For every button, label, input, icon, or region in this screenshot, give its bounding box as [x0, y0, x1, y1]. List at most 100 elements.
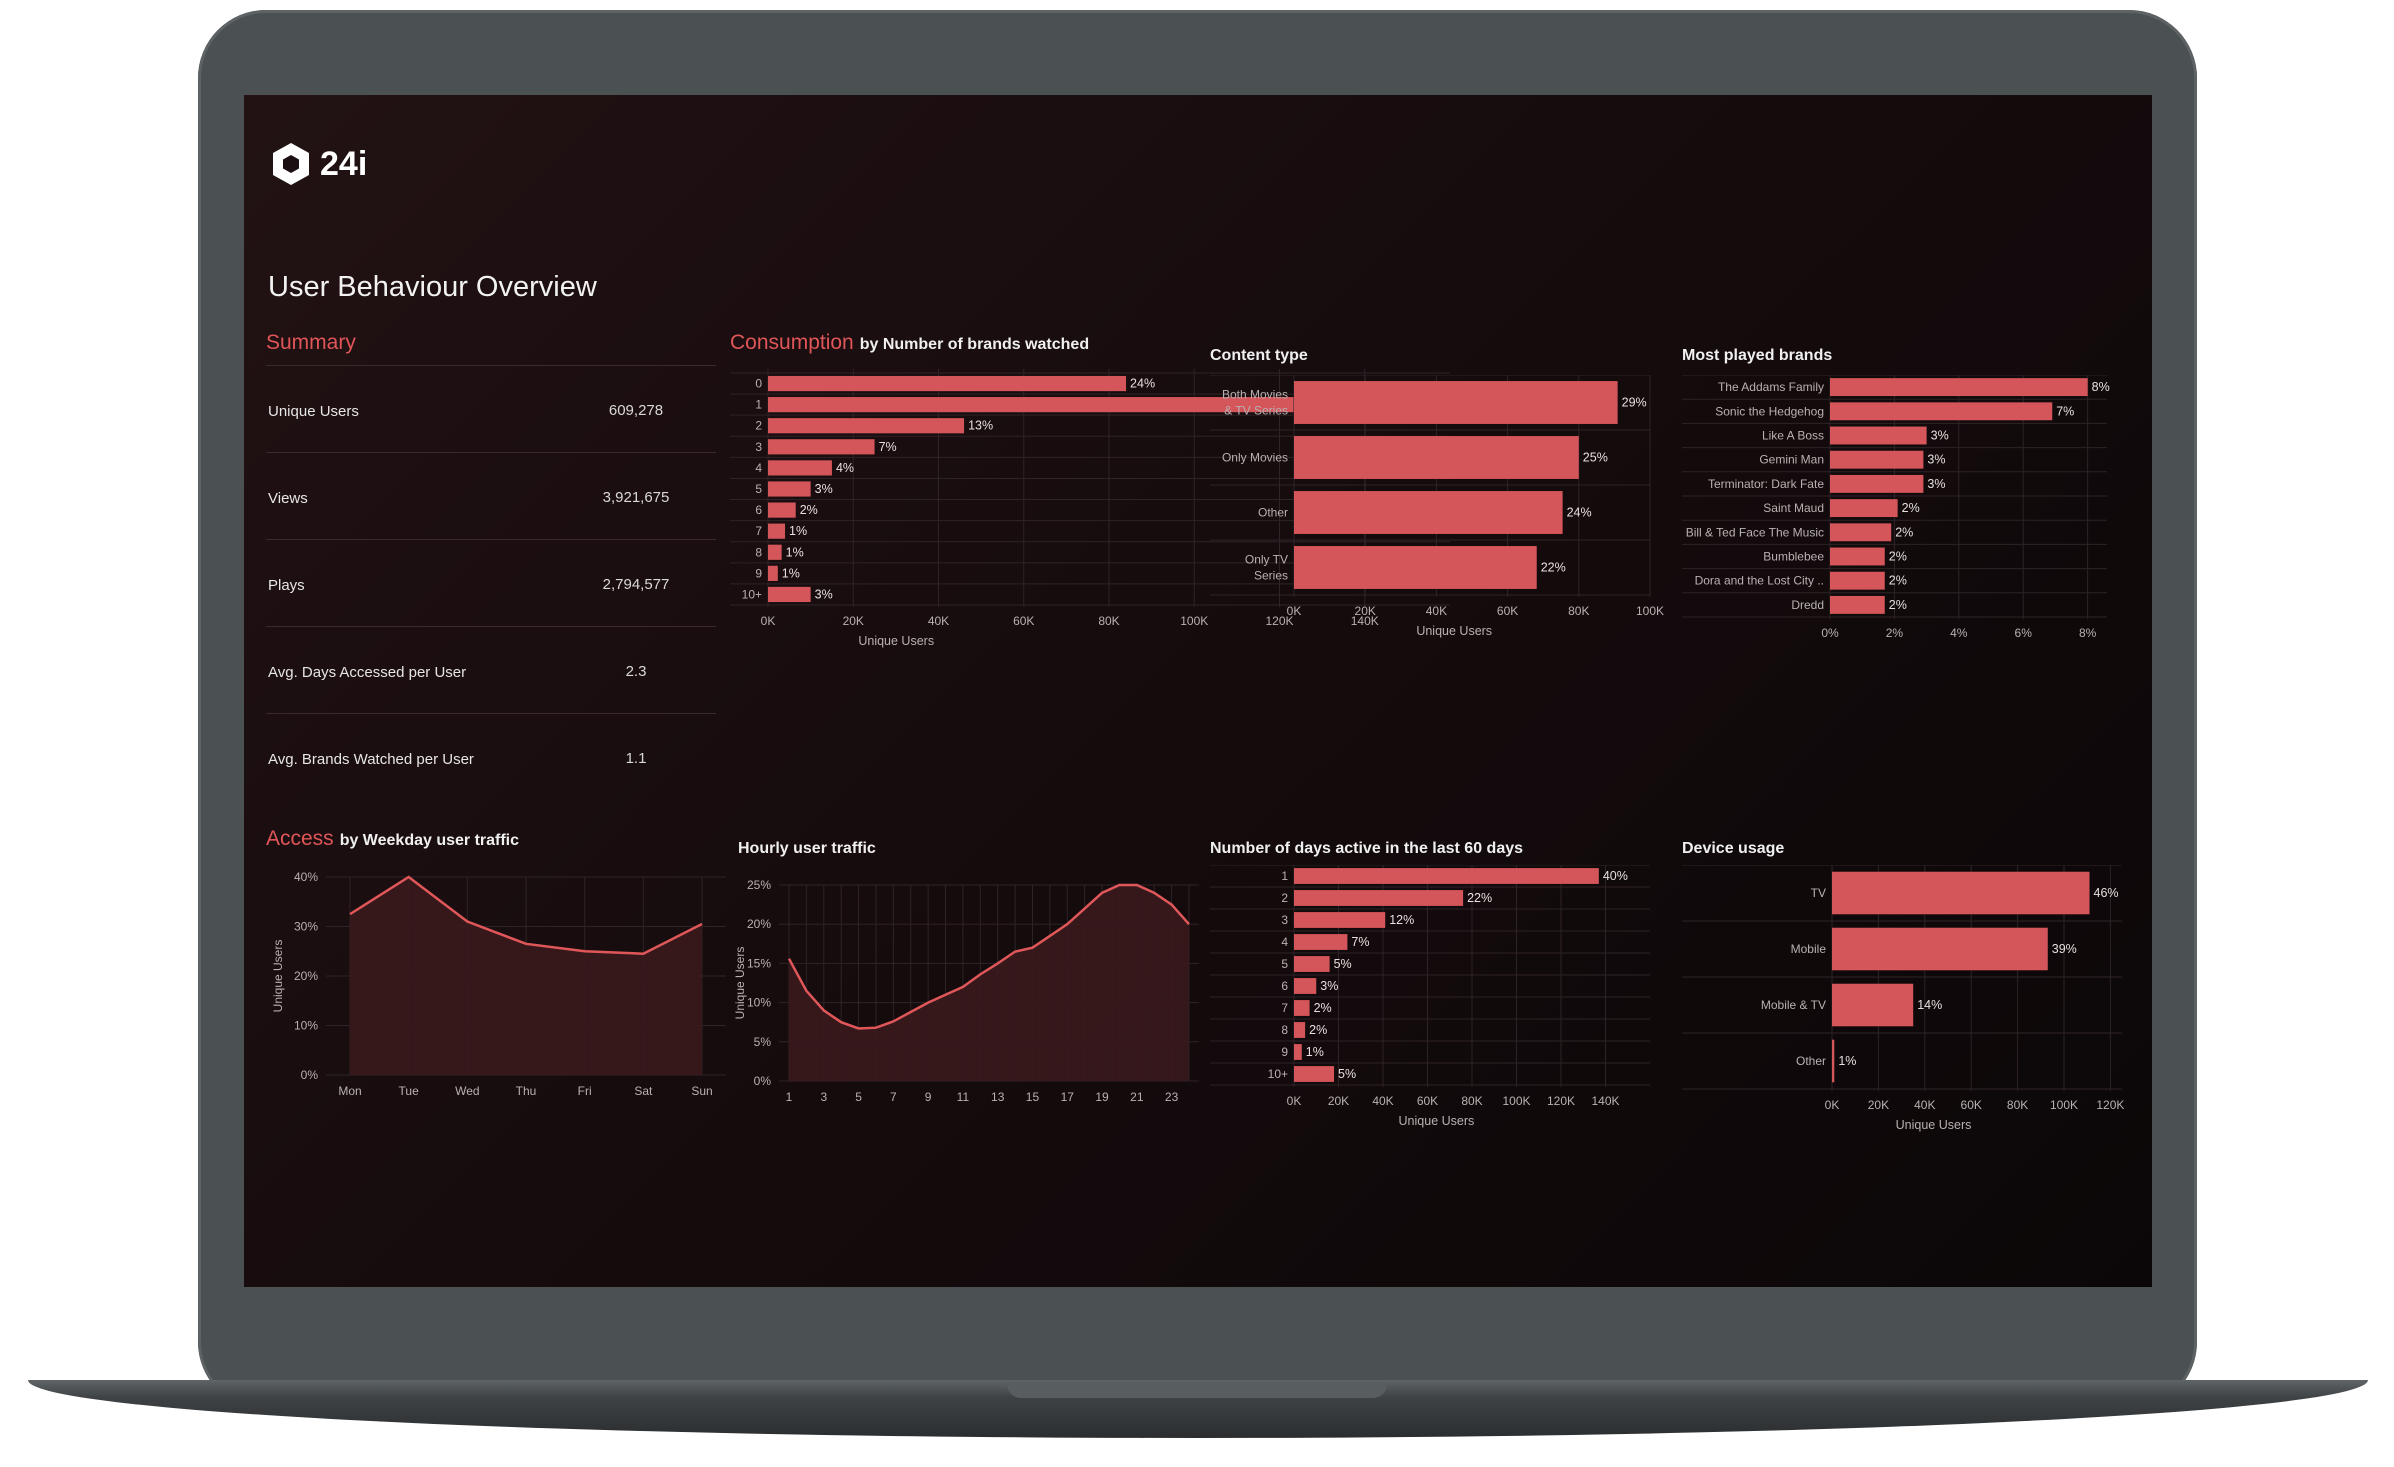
summary-row: Avg. Days Accessed per User 2.3 [266, 626, 716, 713]
bar [1294, 1044, 1302, 1060]
x-tick-label: 6% [2015, 626, 2033, 640]
brands-chart: 0% 2% 4% 6% 8% 8% The Addams Family 7% Sonic the… [1682, 375, 2110, 640]
bar [1830, 450, 1924, 469]
x-tick-label: 100K [1636, 604, 1664, 618]
bar [768, 523, 786, 539]
bar-data-label: 2% [1902, 501, 1920, 515]
category-label: 8 [1281, 1023, 1288, 1037]
bar [1294, 491, 1563, 534]
bar-data-label: 1% [786, 545, 804, 559]
y-tick-label: 20% [294, 969, 318, 983]
category-label: Like A Boss [1762, 429, 1824, 443]
brands-panel: Most played brands [1682, 347, 1832, 365]
category-label: Dora and the Lost City .. [1695, 574, 1824, 588]
x-tick-label: 140K [1591, 1094, 1619, 1108]
y-tick-label: 10% [747, 996, 771, 1010]
x-tick-label: 80K [1461, 1094, 1482, 1108]
consumption-panel: Consumption by Number of brands watched [730, 331, 1450, 355]
brands-title: Most played brands [1682, 347, 1833, 364]
x-tick-label: 0K [761, 614, 776, 628]
bar [768, 397, 1370, 413]
category-label: The Addams Family [1718, 380, 1824, 394]
bar [768, 460, 832, 476]
x-tick-label: 100K [1180, 614, 1208, 628]
category-label: 9 [1281, 1045, 1288, 1059]
bar [1294, 912, 1386, 928]
laptop-notch [1007, 1382, 1387, 1398]
y-axis-title: Unique Users [734, 947, 747, 1020]
x-tick-label: 40K [928, 614, 949, 628]
category-label: 7 [755, 524, 762, 538]
x-axis-title: Unique Users [1896, 1118, 1972, 1132]
summary-panel: Summary Unique Users 609,278 Views 3,921,67… [266, 331, 726, 906]
bar-data-label: 29% [1622, 396, 1647, 410]
category-label: Only Movies [1222, 451, 1288, 465]
x-tick-label: 20K [1355, 604, 1376, 618]
bar-data-label: 7% [2056, 404, 2074, 418]
category-label: Saint Maud [1763, 501, 1824, 515]
category-label: 7 [1281, 1001, 1288, 1015]
category-label: 3 [755, 440, 762, 454]
category-label: Series [1254, 569, 1288, 583]
bar-data-label: 2% [800, 503, 818, 517]
category-label: 4 [1281, 935, 1288, 949]
hexagon-logo-icon [273, 143, 309, 185]
area-fill [350, 877, 702, 1075]
category-label: Bumblebee [1763, 550, 1824, 564]
bar [1294, 436, 1579, 479]
bar-data-label: 24% [1130, 377, 1155, 391]
x-tick-label: 15 [1026, 1090, 1040, 1104]
logo-text: 24i [320, 144, 368, 183]
bar [1830, 474, 1924, 493]
x-tick-label: Sat [634, 1084, 653, 1098]
category-label: 1 [1281, 869, 1288, 883]
hourly-panel: Hourly user traffic [738, 840, 876, 858]
area-fill [789, 885, 1189, 1081]
category-label: 8 [755, 545, 762, 559]
bar [1294, 546, 1537, 589]
x-tick-label: 17 [1061, 1090, 1075, 1104]
category-label: Sonic the Hedgehog [1715, 404, 1824, 418]
x-tick-label: Sun [691, 1084, 712, 1098]
x-tick-label: 2% [1886, 626, 1904, 640]
category-label: 2 [1281, 891, 1288, 905]
bar-data-label: 3% [1927, 477, 1945, 491]
bar [1830, 571, 1885, 590]
y-tick-label: 15% [747, 956, 771, 970]
bar [1294, 1022, 1306, 1038]
bar [1294, 1000, 1310, 1016]
bar-data-label: 40% [1603, 869, 1628, 883]
page-title: User Behaviour Overview [268, 271, 597, 303]
bar [1294, 978, 1317, 994]
y-axis-title: Unique Users [271, 940, 285, 1013]
x-tick-label: 23 [1165, 1090, 1179, 1104]
y-tick-label: 0% [301, 1068, 319, 1082]
x-tick-label: 9 [925, 1090, 932, 1104]
category-label: 6 [755, 503, 762, 517]
x-tick-label: 0K [1287, 1094, 1302, 1108]
summary-value: 2.3 [625, 663, 647, 680]
category-label: Other [1796, 1054, 1826, 1068]
bar [1830, 547, 1885, 566]
x-tick-label: 20K [1328, 1094, 1349, 1108]
y-tick-label: 40% [294, 870, 318, 884]
bar-data-label: 12% [1389, 913, 1414, 927]
category-label: Mobile [1791, 942, 1827, 956]
category-label: 2 [755, 419, 762, 433]
category-label: 1 [755, 398, 762, 412]
bar-data-label: 2% [1889, 550, 1907, 564]
summary-label: Avg. Days Accessed per User [268, 664, 467, 681]
bar-data-label: 22% [1467, 891, 1492, 905]
bar-data-label: 3% [1931, 429, 1949, 443]
summary-title: Summary [266, 331, 726, 355]
summary-label: Avg. Brands Watched per User [268, 751, 474, 768]
content-type-title: Content type [1210, 347, 1308, 364]
x-tick-label: 80K [2007, 1098, 2028, 1112]
x-tick-label: 8% [2079, 626, 2097, 640]
bar [768, 418, 965, 434]
content-type-chart: 0K 20K 40K 60K 80K 100K 29% Both Movies & TV Ser… [1210, 375, 1664, 638]
logo[interactable]: 24i [270, 141, 367, 187]
summary-label: Unique Users [268, 403, 359, 420]
x-tick-label: 140K [1351, 614, 1379, 628]
bar [1294, 934, 1348, 950]
